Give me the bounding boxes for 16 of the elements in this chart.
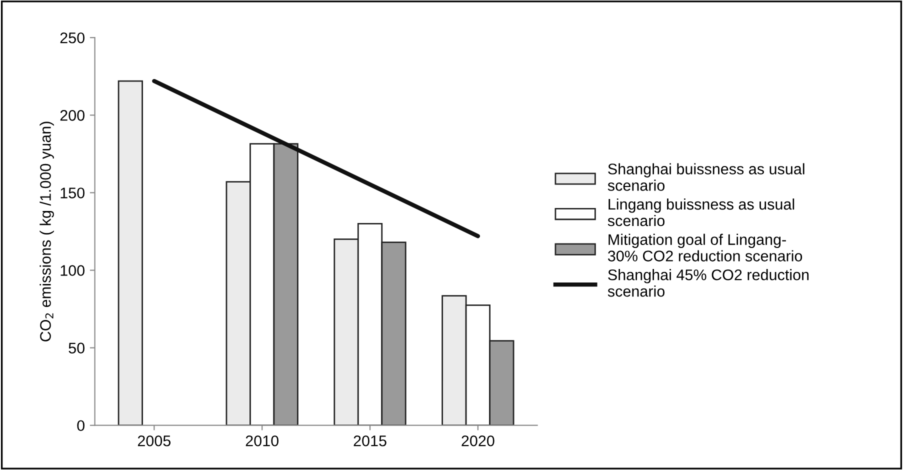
y-tick-label: 0 bbox=[77, 420, 84, 432]
x-tick-label: 2015 bbox=[354, 435, 386, 446]
bar bbox=[118, 80, 143, 426]
y-tick-label: 100 bbox=[60, 265, 84, 276]
x-tick-label: 2005 bbox=[138, 435, 171, 446]
x-tick-label: 2020 bbox=[462, 435, 494, 446]
legend-label: Lingang buissness as usual scenario bbox=[608, 198, 794, 226]
y-tick-label: 50 bbox=[68, 342, 84, 354]
y-axis-title: CO$_{2}$ emissions ( kg /1.000 yuan) bbox=[40, 122, 54, 342]
y-tick-label: 150 bbox=[60, 188, 84, 198]
legend-label: Shanghai 45% CO2 reduction scenario bbox=[608, 269, 809, 297]
y-tick-label: 250 bbox=[60, 32, 84, 44]
legend-label: Shanghai buissness as usual scenario bbox=[608, 163, 804, 191]
y-tick-label: 200 bbox=[60, 110, 84, 121]
legend-label: Mitigation goal of Lingang- 30% CO2 reduction scenario bbox=[608, 234, 802, 262]
x-tick-label: 2010 bbox=[246, 435, 278, 446]
